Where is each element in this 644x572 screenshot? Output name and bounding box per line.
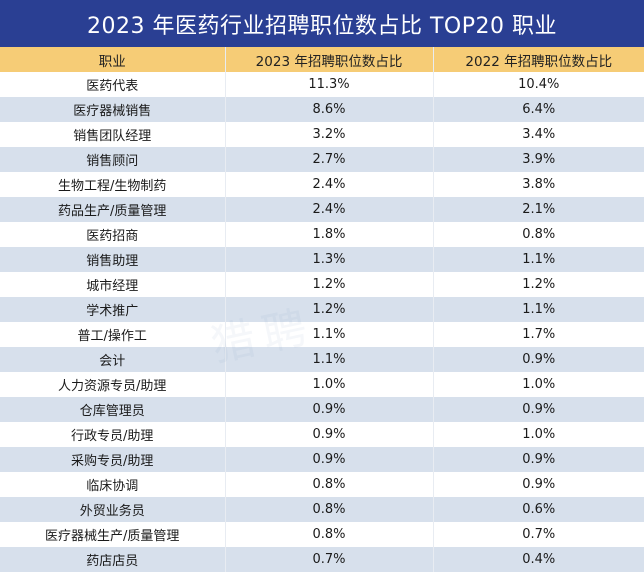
table-row: 采购专员/助理 0.9% 0.9% [0,447,644,472]
cell-occupation: 采购专员/助理 [0,447,226,472]
cell-occupation: 城市经理 [0,272,226,297]
cell-occupation: 销售团队经理 [0,122,226,147]
table-row: 销售助理 1.3% 1.1% [0,247,644,272]
cell-2022-share: 1.0% [522,377,556,392]
cell-2022-share: 0.9% [522,477,556,492]
cell-2022-share: 0.4% [522,552,556,567]
cell-2023-share: 0.9% [225,422,434,447]
cell-2023-share: 0.8% [225,497,434,522]
table-row: 临床协调 0.8% 0.9% [0,472,644,497]
cell-2023-share: 2.4% [225,197,434,222]
cell-2023-share: 1.8% [225,222,434,247]
cell-occupation: 普工/操作工 [0,322,226,347]
cell-occupation: 外贸业务员 [0,497,226,522]
cell-2022-share: 1.1% [522,252,556,267]
table-row: 医药招商 1.8% 0.8% [0,222,644,247]
cell-2023-share: 0.8% [225,472,434,497]
column-header-2023-share: 2023 年招聘职位数占比 [225,47,434,72]
table-row: 生物工程/生物制药 2.4% 3.8% [0,172,644,197]
cell-2023-share: 8.6% [225,97,434,122]
cell-2022-share: 0.7% [522,527,556,542]
table-row: 行政专员/助理 0.9% 1.0% [0,422,644,447]
cell-occupation: 生物工程/生物制药 [0,172,226,197]
cell-2023-share: 1.2% [225,272,434,297]
cell-2022-share: 3.8% [522,177,556,192]
cell-2023-share: 1.3% [225,247,434,272]
cell-occupation: 仓库管理员 [0,397,226,422]
table-row: 医疗器械生产/质量管理 0.8% 0.7% [0,522,644,547]
cell-2022-share: 1.7% [522,327,556,342]
cell-2023-share: 1.1% [225,347,434,372]
cell-2022-share: 2.1% [522,202,556,217]
table-row: 药店店员 0.7% 0.4% [0,547,644,572]
cell-2022-share: 1.0% [522,427,556,442]
cell-occupation: 销售助理 [0,247,226,272]
cell-2023-share: 1.2% [225,297,434,322]
cell-2023-share: 2.7% [225,147,434,172]
cell-occupation: 学术推广 [0,297,226,322]
cell-occupation: 药店店员 [0,547,226,572]
cell-2023-share: 1.1% [225,322,434,347]
table-row: 会计 1.1% 0.9% [0,347,644,372]
cell-2022-share: 6.4% [522,102,556,117]
table-row: 学术推广 1.2% 1.1% [0,297,644,322]
cell-2023-share: 0.9% [225,447,434,472]
cell-occupation: 会计 [0,347,226,372]
cell-occupation: 销售顾问 [0,147,226,172]
header-row: 职业 2023 年招聘职位数占比 2022 年招聘职位数占比 [0,47,644,72]
cell-2023-share: 11.3% [225,72,434,97]
column-header-occupation: 职业 [0,47,226,72]
cell-2022-share: 1.1% [522,302,556,317]
column-header-2022-share: 2022 年招聘职位数占比 [465,53,613,70]
cell-2022-share: 1.2% [522,277,556,292]
cell-2023-share: 1.0% [225,372,434,397]
cell-2023-share: 2.4% [225,172,434,197]
table-row: 医疗器械销售 8.6% 6.4% [0,97,644,122]
cell-occupation: 临床协调 [0,472,226,497]
data-table: 职业 2023 年招聘职位数占比 2022 年招聘职位数占比 医药代表 11.3%… [0,47,644,572]
cell-2022-share: 0.9% [522,452,556,467]
cell-occupation: 人力资源专员/助理 [0,372,226,397]
cell-occupation: 医疗器械生产/质量管理 [0,522,226,547]
cell-occupation: 医疗器械销售 [0,97,226,122]
table-row: 医药代表 11.3% 10.4% [0,72,644,97]
table-row: 普工/操作工 1.1% 1.7% [0,322,644,347]
cell-occupation: 医药代表 [0,72,226,97]
cell-2022-share: 10.4% [518,77,560,92]
table-row: 销售团队经理 3.2% 3.4% [0,122,644,147]
cell-occupation: 行政专员/助理 [0,422,226,447]
cell-occupation: 医药招商 [0,222,226,247]
cell-2022-share: 0.8% [522,227,556,242]
cell-2022-share: 0.9% [522,402,556,417]
table-row: 药品生产/质量管理 2.4% 2.1% [0,197,644,222]
cell-2023-share: 0.9% [225,397,434,422]
cell-2022-share: 0.6% [522,502,556,517]
cell-2023-share: 0.7% [225,547,434,572]
table-body: 医药代表 11.3% 10.4% 医疗器械销售 8.6% 6.4% 销售团队经理 3.2% 3.… [0,72,644,572]
cell-occupation: 药品生产/质量管理 [0,197,226,222]
cell-2022-share: 0.9% [522,352,556,367]
cell-2023-share: 3.2% [225,122,434,147]
cell-2023-share: 0.8% [225,522,434,547]
table-row: 城市经理 1.2% 1.2% [0,272,644,297]
table-row: 仓库管理员 0.9% 0.9% [0,397,644,422]
title-bar: 2023 年医药行业招聘职位数占比 TOP20 职业 [0,0,644,47]
table-row: 人力资源专员/助理 1.0% 1.0% [0,372,644,397]
table-row: 销售顾问 2.7% 3.9% [0,147,644,172]
chart-title: 2023 年医药行业招聘职位数占比 TOP20 职业 [87,13,557,39]
cell-2022-share: 3.9% [522,152,556,167]
table-row: 外贸业务员 0.8% 0.6% [0,497,644,522]
cell-2022-share: 3.4% [522,127,556,142]
